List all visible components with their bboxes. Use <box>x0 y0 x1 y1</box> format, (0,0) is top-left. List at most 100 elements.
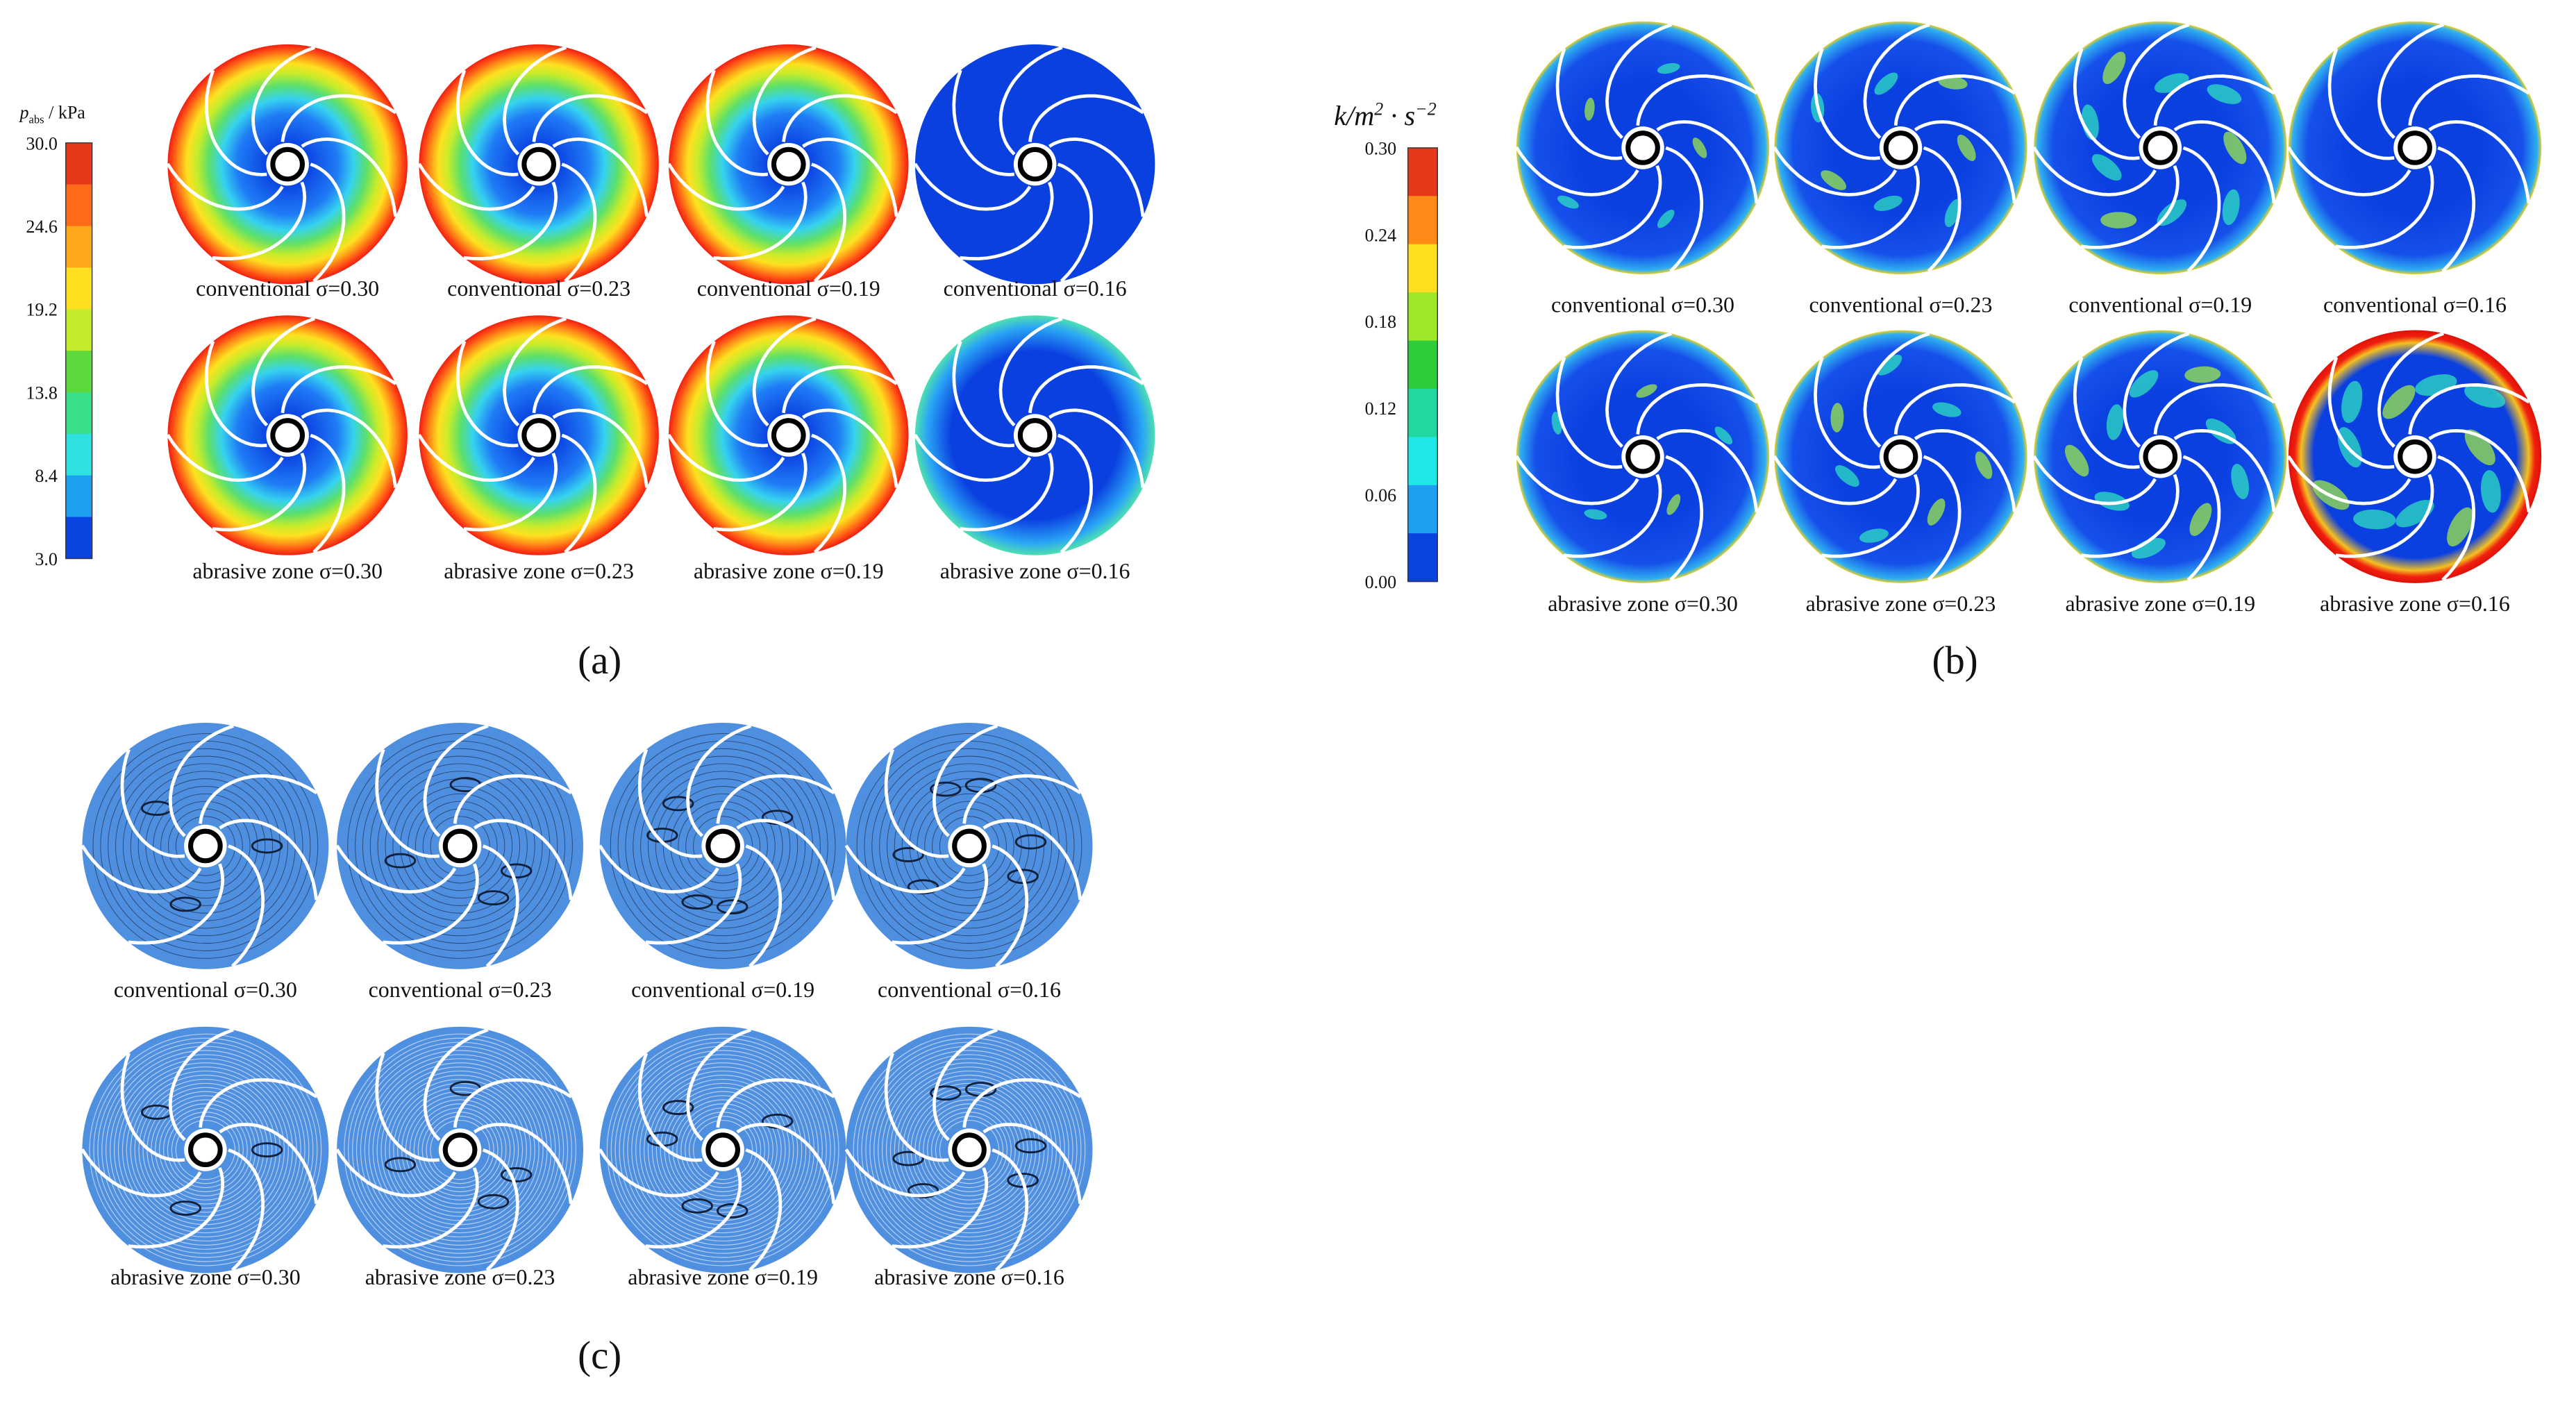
blade <box>745 844 783 968</box>
blade <box>204 340 267 448</box>
streamline <box>175 816 235 876</box>
colorbar-block <box>1407 292 1438 342</box>
streamline <box>662 786 783 906</box>
blade <box>453 774 572 824</box>
shaft-ring <box>442 828 478 864</box>
vortex <box>169 1200 201 1216</box>
caption: abrasive zone σ=0.30 <box>192 559 383 583</box>
streamline <box>939 1119 1000 1180</box>
blade <box>667 433 785 482</box>
blade <box>2377 23 2445 140</box>
blade <box>782 94 898 142</box>
shaft-ring <box>521 146 556 182</box>
blade <box>844 844 966 894</box>
streamline <box>122 1066 289 1234</box>
blade <box>736 819 836 901</box>
turbulence-patch <box>1877 354 1902 376</box>
blade <box>212 453 307 532</box>
turbulence-patch <box>2395 500 2434 528</box>
blade <box>2032 146 2157 196</box>
colorbar-tick-label: 19.2 <box>26 300 58 320</box>
blade <box>645 1167 742 1249</box>
turbulence-patch <box>1714 426 1733 444</box>
vortex <box>500 1167 533 1182</box>
shaft-ring <box>1017 146 1053 182</box>
blade <box>128 863 225 945</box>
vortex <box>662 1100 694 1116</box>
streamline <box>155 1099 256 1200</box>
blade <box>219 819 318 901</box>
shaft-ring <box>2143 439 2178 474</box>
colorbar-block <box>1407 196 1438 245</box>
streamline <box>426 1116 494 1184</box>
streamline <box>122 763 288 929</box>
caption: abrasive zone σ=0.30 <box>1548 592 1738 616</box>
blade <box>552 408 649 488</box>
blade <box>716 1078 835 1128</box>
shaft-ring <box>521 418 556 453</box>
vortex <box>907 1183 939 1198</box>
caption: conventional σ=0.16 <box>878 978 1061 1002</box>
shaft-ring <box>952 1132 987 1167</box>
blade <box>281 365 397 414</box>
streamline <box>623 1050 823 1250</box>
colorbar-block <box>1407 147 1438 197</box>
streamline <box>413 1103 507 1196</box>
streamline <box>693 816 753 876</box>
colorbar-title: pabs / kPa <box>19 102 86 126</box>
blade <box>375 748 440 858</box>
blade <box>1814 357 1880 469</box>
blade <box>168 724 234 837</box>
blade <box>2182 455 2221 582</box>
colorbar-tick-label: 0.00 <box>1365 572 1397 592</box>
streamline <box>126 1070 285 1230</box>
blade <box>1555 357 1623 469</box>
turbulence-patch <box>2464 384 2505 408</box>
panel-label: (b) <box>1932 639 1977 683</box>
turbulence-patch <box>1975 451 1993 479</box>
streamline <box>108 748 303 944</box>
colorbar-block <box>65 475 92 518</box>
blade <box>281 94 397 142</box>
colorbar-tick-label: 0.24 <box>1365 225 1397 245</box>
blade <box>713 453 808 532</box>
content: conventional σ=0.30 conventional σ=0.23 co… <box>19 21 2542 1378</box>
vortex <box>930 1085 962 1101</box>
vortex <box>169 896 201 912</box>
blade <box>228 1148 265 1271</box>
streamline <box>430 1119 490 1180</box>
blade <box>166 162 284 211</box>
turbulence-patch <box>1666 494 1681 515</box>
blade <box>301 408 397 488</box>
blade <box>561 162 597 283</box>
blade <box>482 1148 519 1271</box>
turbulence-patch <box>1821 170 1847 190</box>
shaft-ring <box>771 418 806 453</box>
streamline <box>380 1070 540 1230</box>
blade <box>802 137 898 217</box>
streamline <box>906 1087 1032 1213</box>
blade <box>120 1053 185 1162</box>
streamline <box>101 1046 310 1254</box>
turbulence-patch <box>1957 134 1976 161</box>
blade <box>884 748 949 858</box>
blade <box>782 365 898 414</box>
blade <box>2123 332 2190 448</box>
turbulence-patch <box>2480 470 2501 513</box>
vortex <box>251 1142 283 1158</box>
blade <box>667 162 785 211</box>
streamline <box>643 1070 803 1230</box>
streamline <box>153 793 258 899</box>
colorbar-block <box>65 226 92 269</box>
streamline <box>625 748 821 944</box>
turbulence-patch <box>1584 97 1595 121</box>
streamline <box>89 1033 322 1266</box>
vortex <box>1007 1173 1039 1188</box>
caption: abrasive zone σ=0.16 <box>940 559 1130 583</box>
colorbar-tick-label: 8.4 <box>35 466 58 486</box>
turbulence-patch <box>2464 429 2495 466</box>
colorbar-tick-label: 0.30 <box>1365 138 1397 158</box>
vortex <box>930 781 962 797</box>
vortex <box>251 838 283 854</box>
blade <box>128 1167 225 1249</box>
